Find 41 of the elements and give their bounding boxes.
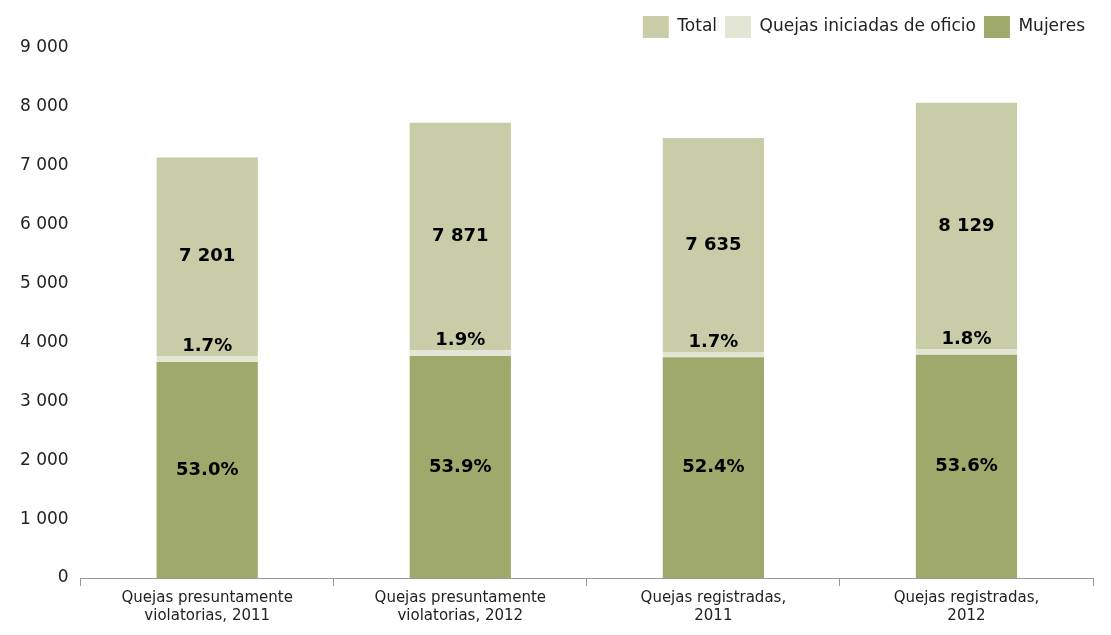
annotation: 52.4% — [682, 455, 745, 477]
annotation: 8 129 — [938, 213, 995, 235]
legend-label: Total — [676, 15, 718, 36]
y-tick-label: 7 000 — [20, 154, 69, 175]
x-tick-label: Quejas presuntamente violatorias, 2012 — [374, 587, 547, 624]
bar — [915, 348, 1018, 355]
annotation: 53.9% — [429, 454, 492, 476]
y-tick-label: 1 000 — [20, 507, 69, 528]
annotation: 1.8% — [941, 326, 992, 348]
y-tick-label: 2 000 — [20, 448, 69, 469]
x-tick-label: Quejas registradas, 2012 — [893, 587, 1040, 624]
legend-label: Quejas iniciadas de oficio — [759, 15, 976, 36]
bar — [409, 122, 511, 351]
bar — [409, 350, 511, 356]
bar — [915, 354, 1018, 578]
bar — [662, 138, 764, 353]
annotation: 7 871 — [432, 224, 489, 246]
y-tick-label: 8 000 — [20, 95, 69, 116]
annotation: 1.9% — [435, 327, 486, 349]
annotation: 53.6% — [935, 454, 998, 476]
bar — [662, 357, 764, 578]
bar — [156, 355, 258, 362]
y-tick-label: 6 000 — [20, 213, 69, 234]
x-tick-label: Quejas presuntamente violatorias, 2011 — [121, 587, 293, 624]
x-tick-label: Quejas registradas, 2011 — [640, 587, 787, 624]
annotation: 7 201 — [179, 244, 236, 266]
y-tick-label: 9 000 — [20, 36, 69, 57]
legend-label: Mujeres — [1018, 15, 1086, 36]
y-tick-label: 5 000 — [20, 271, 69, 292]
y-tick-label: 3 000 — [20, 389, 69, 410]
annotation: 1.7% — [688, 330, 739, 352]
bar — [915, 102, 1018, 349]
y-tick-label: 0 — [57, 566, 69, 587]
bar — [156, 157, 258, 356]
annotation: 7 635 — [685, 232, 742, 254]
annotation: 53.0% — [175, 457, 239, 479]
annotation: 1.7% — [182, 333, 233, 355]
bar — [409, 355, 511, 578]
bar — [662, 352, 764, 358]
y-tick-label: 4 000 — [20, 330, 69, 351]
bar — [156, 361, 258, 578]
